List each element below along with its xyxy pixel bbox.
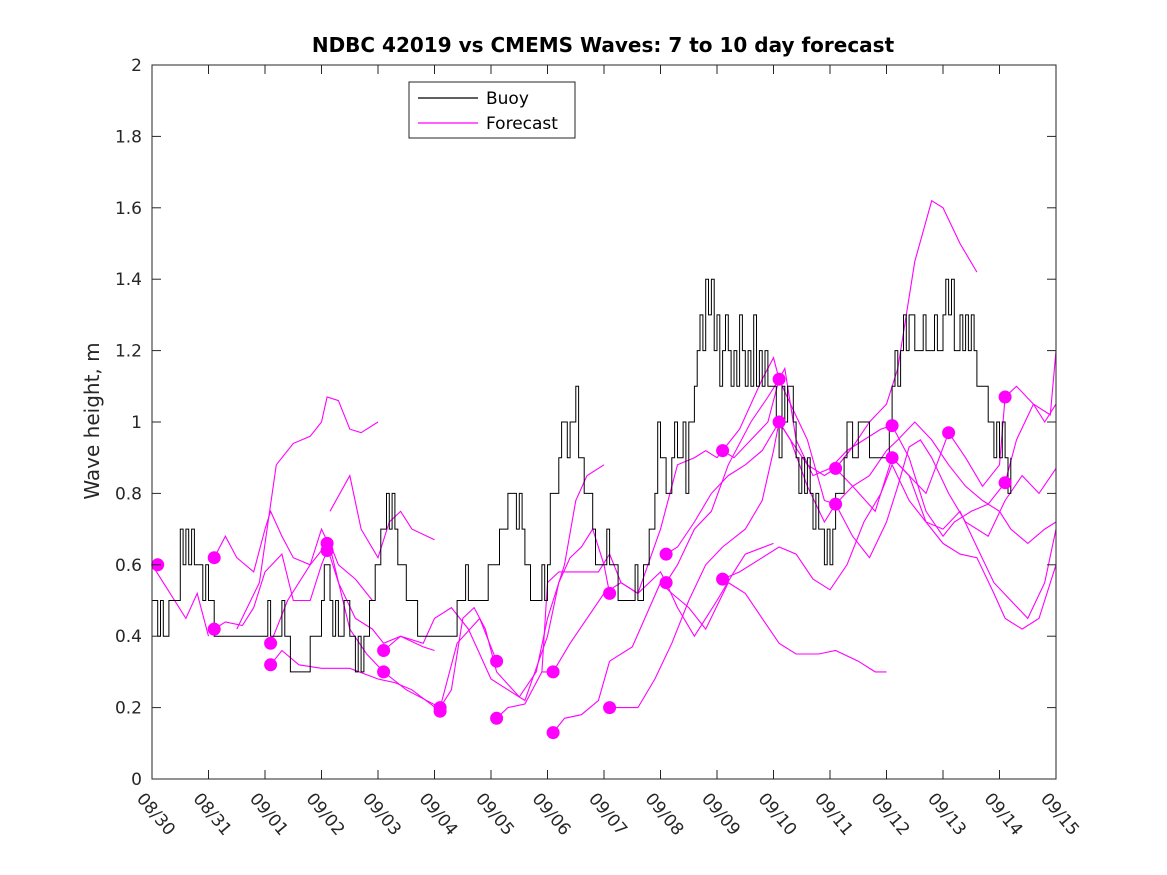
forecast-line-7 bbox=[329, 474, 435, 560]
forecast-line-8 bbox=[383, 527, 611, 702]
forecast-start-marker bbox=[885, 451, 899, 465]
forecast-start-marker bbox=[490, 711, 504, 725]
legend-label-forecast: Forecast bbox=[486, 114, 558, 134]
forecast-start-markers bbox=[151, 372, 1012, 740]
forecast-series-group bbox=[151, 199, 1057, 733]
buoy-line bbox=[152, 278, 1012, 673]
legend: Buoy Forecast bbox=[408, 81, 576, 139]
y-tick-label: 0.2 bbox=[115, 699, 142, 719]
y-tick-label: 0.8 bbox=[115, 484, 142, 504]
forecast-line-19 bbox=[891, 350, 1057, 495]
forecast-start-marker bbox=[264, 658, 278, 672]
y-tick-label: 1.4 bbox=[115, 270, 142, 290]
forecast-start-marker bbox=[716, 444, 730, 458]
forecast-line-18 bbox=[835, 456, 1057, 620]
forecast-line-3 bbox=[213, 509, 435, 652]
forecast-start-marker bbox=[603, 701, 617, 715]
forecast-start-marker bbox=[207, 551, 221, 565]
forecast-start-marker bbox=[546, 665, 560, 679]
forecast-start-marker bbox=[998, 390, 1012, 404]
forecast-start-marker bbox=[207, 622, 221, 636]
forecast-start-marker bbox=[320, 544, 334, 557]
forecast-line-4 bbox=[270, 649, 441, 712]
y-tick-label: 1.2 bbox=[115, 342, 142, 362]
forecast-start-marker bbox=[546, 726, 560, 740]
forecast-line-15 bbox=[665, 378, 1057, 583]
forecast-start-marker bbox=[490, 654, 504, 668]
y-tick-label: 1.8 bbox=[115, 127, 142, 147]
forecast-line-9 bbox=[439, 464, 605, 708]
forecast-line-14 bbox=[665, 420, 1057, 559]
y-tick-label: 0 bbox=[131, 770, 142, 790]
forecast-line-6 bbox=[236, 396, 379, 630]
y-tick-label: 1.6 bbox=[115, 199, 142, 219]
forecast-start-marker bbox=[264, 636, 278, 650]
forecast-line-2 bbox=[213, 541, 373, 630]
forecast-start-marker bbox=[377, 644, 391, 657]
axes-background bbox=[152, 65, 1056, 779]
forecast-line-1 bbox=[151, 564, 210, 637]
y-axis-label: Wave height, m bbox=[80, 342, 104, 499]
forecast-line-5 bbox=[270, 527, 498, 709]
y-tick-label: 2 bbox=[131, 56, 142, 76]
legend-box bbox=[408, 81, 576, 139]
forecast-start-marker bbox=[603, 586, 617, 600]
forecast-start-marker bbox=[829, 461, 843, 475]
forecast-start-marker bbox=[885, 419, 899, 433]
forecast-line-12 bbox=[541, 356, 780, 673]
y-tick-label: 0.6 bbox=[115, 556, 142, 576]
forecast-start-marker bbox=[659, 576, 673, 590]
y-tick-label: 1 bbox=[131, 413, 142, 433]
legend-label-buoy: Buoy bbox=[486, 89, 529, 109]
y-tick-label: 0.4 bbox=[115, 627, 142, 647]
forecast-start-marker bbox=[772, 372, 786, 386]
forecast-start-marker bbox=[716, 572, 730, 586]
forecast-start-marker bbox=[659, 547, 673, 561]
forecast-start-marker bbox=[772, 415, 786, 429]
forecast-start-marker bbox=[942, 426, 956, 440]
chart-title: NDBC 42019 vs CMEMS Waves: 7 to 10 day f… bbox=[312, 33, 895, 57]
forecast-start-marker bbox=[433, 704, 447, 718]
forecast-start-marker bbox=[829, 497, 843, 511]
forecast-line-16 bbox=[722, 463, 1057, 630]
forecast-start-marker bbox=[998, 476, 1012, 490]
forecast-start-marker bbox=[377, 665, 391, 679]
forecast-line-11 bbox=[552, 581, 887, 733]
